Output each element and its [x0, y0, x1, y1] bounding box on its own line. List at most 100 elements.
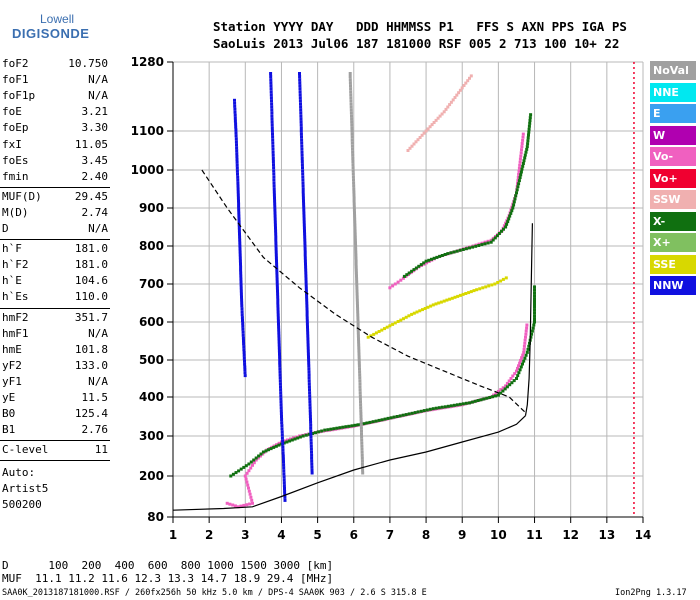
echo-point [470, 74, 473, 77]
echo-point [426, 306, 429, 309]
echo-point [304, 263, 307, 266]
echo-point [283, 481, 286, 484]
echo-point [354, 227, 357, 230]
echo-point [236, 164, 239, 167]
echo-point [407, 314, 410, 317]
echo-point [506, 220, 509, 223]
echo-point [302, 181, 305, 184]
echo-point [278, 338, 281, 341]
echo-point [241, 313, 244, 316]
echo-point [306, 329, 309, 332]
echo-point [529, 116, 532, 119]
echo-point [244, 374, 247, 377]
echo-point [353, 224, 356, 227]
echo-point [304, 257, 307, 260]
echo-point [274, 218, 277, 221]
echo-point [441, 406, 444, 409]
echo-point [240, 302, 243, 305]
echo-point [245, 503, 248, 506]
echo-point [361, 460, 364, 463]
echo-point [350, 102, 353, 105]
profile-curve-solid [526, 223, 533, 416]
echo-point [525, 354, 528, 357]
echo-point [520, 171, 523, 174]
echo-point [397, 320, 400, 323]
echo-point [308, 379, 311, 382]
echo-point [275, 272, 278, 275]
echo-point [432, 407, 435, 410]
echo-point [508, 215, 511, 218]
echo-point [356, 302, 359, 305]
echo-point [355, 260, 358, 263]
echo-point [307, 341, 310, 344]
echo-point [302, 184, 305, 187]
echo-point [300, 139, 303, 142]
echo-point [308, 397, 311, 400]
echo-point [519, 155, 522, 158]
echo-point [509, 212, 512, 215]
echo-point [353, 197, 356, 200]
echo-point [276, 275, 279, 278]
echo-point [332, 427, 335, 430]
echo-point [518, 164, 521, 167]
echo-point [277, 335, 280, 338]
echo-point [354, 233, 357, 236]
echo-point [459, 249, 462, 252]
echo-point [307, 362, 310, 365]
echo-point [298, 81, 301, 84]
echo-point [522, 136, 525, 139]
echo-point [471, 401, 474, 404]
echo-point [275, 248, 278, 251]
echo-point [366, 422, 369, 425]
echo-point [353, 206, 356, 209]
echo-point [237, 469, 240, 472]
echo-point [354, 254, 357, 257]
echo-point [300, 123, 303, 126]
echo-point [526, 145, 529, 148]
echo-point [239, 260, 242, 263]
echo-point [350, 117, 353, 120]
echo-point [353, 200, 356, 203]
echo-point [236, 161, 239, 164]
echo-point [429, 305, 432, 308]
echo-point [358, 364, 361, 367]
y-tick-label: 1000 [131, 163, 164, 177]
echo-point [234, 504, 237, 507]
echo-point [242, 348, 245, 351]
echo-point [304, 248, 307, 251]
echo-point [272, 175, 275, 178]
profile-curve-dashed [202, 170, 526, 413]
echo-point [299, 108, 302, 111]
echo-point [277, 329, 280, 332]
echo-point [446, 252, 449, 255]
echo-point [276, 278, 279, 281]
echo-point [447, 405, 450, 408]
echo-point [306, 326, 309, 329]
y-tick-label: 400 [139, 390, 164, 404]
echo-point [235, 152, 238, 155]
echo-point [308, 385, 311, 388]
echo-point [352, 178, 355, 181]
echo-point [273, 197, 276, 200]
echo-point [527, 131, 530, 134]
echo-point [235, 143, 238, 146]
echo-point [277, 308, 280, 311]
echo-point [232, 473, 235, 476]
echo-point [528, 125, 531, 128]
echo-point [241, 328, 244, 331]
echo-point [308, 394, 311, 397]
echo-point [359, 397, 362, 400]
echo-point [533, 306, 536, 309]
echo-point [303, 230, 306, 233]
echo-point [308, 382, 311, 385]
echo-point [271, 142, 274, 145]
echo-point [359, 406, 362, 409]
echo-point [274, 227, 277, 230]
echo-point [234, 120, 237, 123]
echo-point [279, 376, 282, 379]
echo-point [276, 299, 279, 302]
echo-point [243, 360, 246, 363]
echo-point [405, 316, 408, 319]
echo-point [298, 72, 301, 75]
echo-point [372, 420, 375, 423]
